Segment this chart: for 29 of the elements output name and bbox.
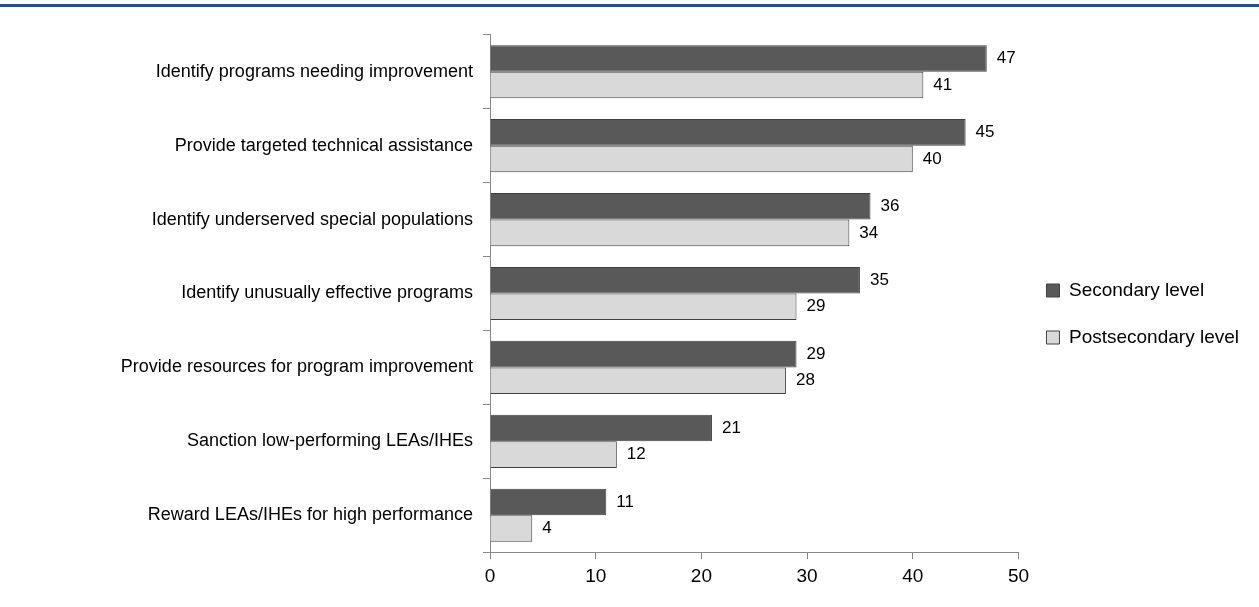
data-label: 36 [880, 195, 900, 215]
data-label: 35 [869, 269, 889, 289]
data-label: 28 [795, 370, 815, 390]
x-tick-label: 40 [902, 564, 924, 586]
x-tick-label: 30 [796, 564, 818, 586]
data-label: 29 [806, 296, 826, 316]
x-tick-label: 0 [484, 564, 496, 586]
legend-label: Postsecondary level [1068, 325, 1240, 347]
data-label: 4 [542, 518, 552, 538]
data-label: 45 [975, 122, 995, 142]
data-label: 12 [626, 444, 646, 464]
data-label: 40 [922, 148, 942, 168]
y-tick-label: Identify unusually effective programs [181, 282, 473, 303]
x-tick-label: 50 [1007, 564, 1030, 586]
data-label: 47 [996, 48, 1016, 68]
x-tick-label: 20 [690, 564, 712, 586]
y-tick-label: Reward LEAs/IHEs for high performance [147, 504, 473, 525]
x-tick-label: 10 [585, 564, 607, 586]
y-tick-label: Provide targeted technical assistance [174, 134, 473, 155]
y-tick-label: Identify underserved special populations [151, 208, 473, 229]
data-label: 41 [933, 74, 953, 94]
data-label: 21 [721, 417, 741, 437]
data-label: 34 [859, 222, 879, 242]
data-label: 11 [616, 491, 634, 511]
y-tick-label: Sanction low-performing LEAs/IHEs [186, 430, 473, 451]
legend-label: Secondary level [1068, 278, 1205, 300]
data-label: 29 [806, 343, 826, 363]
y-tick-label: Provide resources for program improvement [120, 356, 473, 377]
y-tick-label: Identify programs needing improvement [155, 60, 473, 81]
